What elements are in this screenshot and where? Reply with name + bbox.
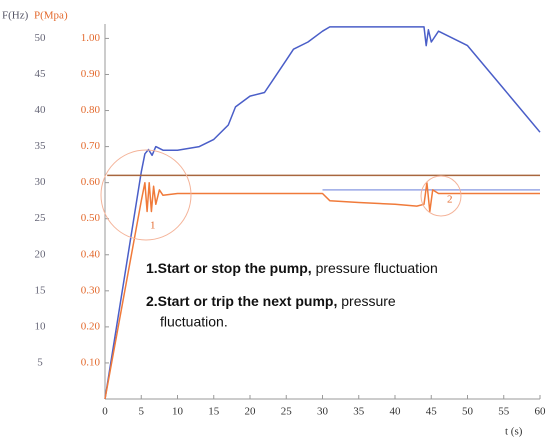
x-tick-label: 20 <box>245 406 257 418</box>
y-axis-label: F(Hz) <box>2 10 29 22</box>
x-tick-label: 10 <box>172 406 184 418</box>
y2-tick-label: 1.00 <box>81 32 101 44</box>
y2-axis-label: P(Mpa) <box>34 10 68 22</box>
x-tick-label: 5 <box>139 406 145 418</box>
y2-tick-label: 0.90 <box>81 68 101 80</box>
y-tick-label: 30 <box>35 176 47 188</box>
annotation-text: pressure fluctuation <box>312 260 438 276</box>
y2-tick-label: 0.60 <box>81 176 101 188</box>
x-tick-label: 15 <box>208 406 220 418</box>
x-axis-label: t (s) <box>505 426 523 438</box>
y-tick-label: 15 <box>35 284 47 296</box>
series-line <box>104 181 540 400</box>
annotation-bold: 2.Start or trip the next pump, <box>146 293 337 309</box>
x-tick-label: 55 <box>498 406 510 418</box>
x-tick-label: 30 <box>317 406 329 418</box>
x-tick-label: 50 <box>462 406 474 418</box>
y-tick-label: 50 <box>35 32 47 44</box>
y2-tick-label: 0.50 <box>81 212 101 224</box>
y2-tick-label: 0.80 <box>81 104 101 116</box>
x-tick-label: 60 <box>535 406 547 418</box>
y-tick-label: 20 <box>35 248 47 260</box>
annotation: 2.Start or trip the next pump, pressure <box>146 293 396 309</box>
y2-tick-label: 0.10 <box>81 356 101 368</box>
highlight-circle <box>420 175 462 217</box>
y-tick-label: 5 <box>37 356 43 368</box>
y2-tick-label: 0.30 <box>81 284 101 296</box>
annotation-text: pressure <box>337 293 396 309</box>
x-tick-label: 45 <box>426 406 438 418</box>
y2-tick-label: 0.20 <box>81 320 101 332</box>
annotation: 1.Start or stop the pump, pressure fluct… <box>146 260 438 276</box>
annotation: 1 <box>150 220 156 232</box>
y-tick-label: 35 <box>35 140 47 152</box>
highlight-circle <box>100 149 192 241</box>
y-tick-label: 10 <box>35 320 47 332</box>
x-tick-label: 25 <box>281 406 293 418</box>
annotation: 2 <box>447 194 453 206</box>
x-tick-label: 40 <box>390 406 402 418</box>
x-tick-label: 35 <box>353 406 365 418</box>
y-tick-label: 40 <box>35 104 47 116</box>
plot: 0 5 10 15 20 25 30 35 40 45 50 55 60 5 10 15 20 25 30 35 40 4… <box>35 24 547 418</box>
annotation-bold: 1.Start or stop the pump, <box>146 260 312 276</box>
y-tick-label: 25 <box>35 212 47 224</box>
x-tick-label: 0 <box>102 406 108 418</box>
y2-tick-label: 0.70 <box>81 140 101 152</box>
y-tick-label: 45 <box>35 68 47 80</box>
annotation: fluctuation. <box>160 314 228 330</box>
y2-tick-label: 0.40 <box>81 248 101 260</box>
